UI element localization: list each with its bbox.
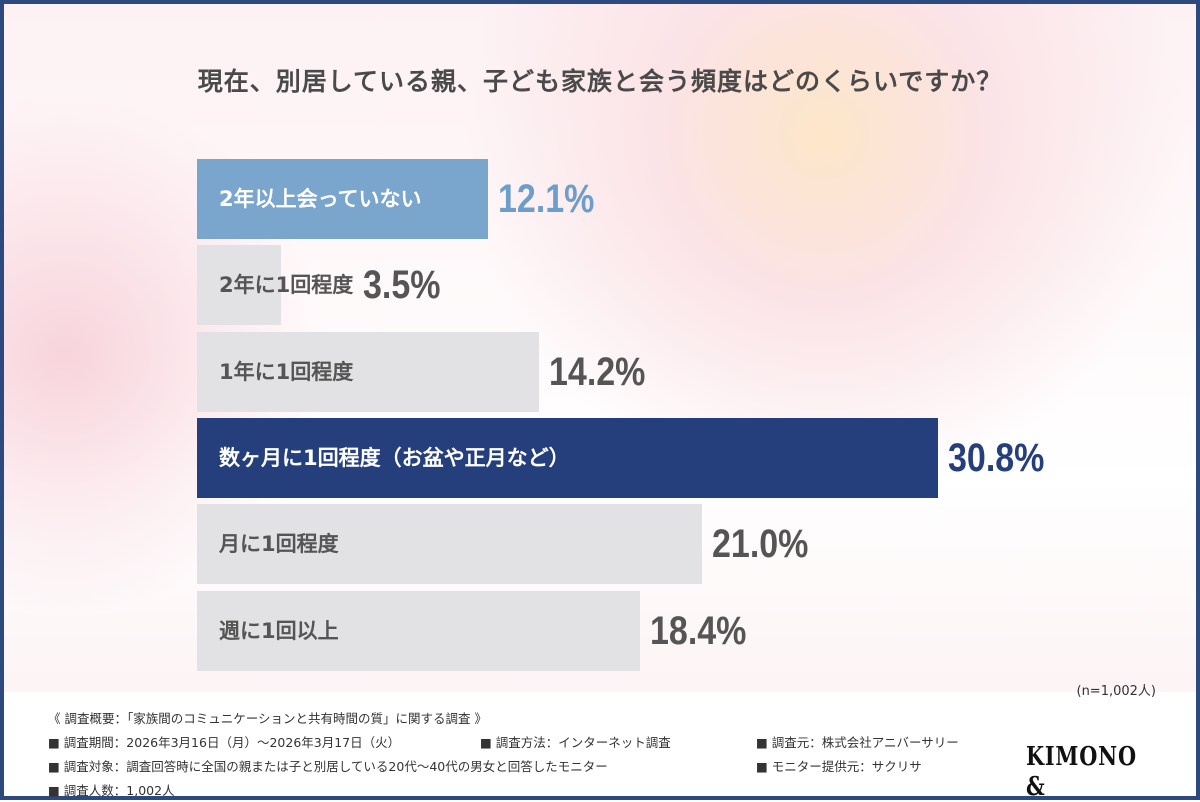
value-label: 12.1% bbox=[498, 177, 595, 221]
bar-label: 数ヶ月に1回程度（お盆や正月など） bbox=[219, 445, 570, 470]
bar-label: 週に1回以上 bbox=[219, 618, 339, 643]
sample-size: (n=1,002人) bbox=[1076, 684, 1157, 699]
value-label: 30.8% bbox=[948, 435, 1045, 480]
kimono-logo: KIMONO & bbox=[1026, 742, 1137, 802]
bar-label: 2年に1回程度 bbox=[219, 273, 354, 298]
survey-target: ■ 調査対象：調査回答時に全国の親または子と別居している20代～40代の男女と回… bbox=[48, 759, 608, 774]
survey-overview: 《 調査概要：「家族間のコミュニケーションと共有時間の質」に関する調査 》 bbox=[48, 711, 487, 726]
bar bbox=[197, 590, 640, 671]
value-label: 21.0% bbox=[712, 522, 809, 567]
bar-label: 2年以上会っていない bbox=[219, 187, 422, 211]
value-label: 14.2% bbox=[548, 349, 646, 394]
bar bbox=[197, 331, 539, 412]
survey-method: ■ 調査方法：インターネット調査 bbox=[480, 735, 671, 750]
bar bbox=[197, 417, 938, 498]
bar-label: 月に1回程度 bbox=[219, 532, 339, 557]
bar bbox=[197, 245, 282, 326]
value-label: 18.4% bbox=[649, 608, 747, 653]
survey-period: ■ 調査期間：2026年3月16日（月）～2026年3月17日（火） bbox=[48, 735, 401, 750]
survey-source: ■ 調査元：株式会社アニバーサリー bbox=[756, 735, 959, 750]
survey-footer bbox=[4, 692, 1196, 796]
bar bbox=[197, 504, 703, 585]
bar-label: 1年に1回程度 bbox=[219, 359, 354, 384]
bar bbox=[197, 159, 489, 239]
survey-count: ■ 調査人数：1,002人 bbox=[48, 783, 175, 798]
value-label: 3.5% bbox=[363, 263, 441, 308]
monitor-provider: ■ モニター提供元：サクリサ bbox=[756, 759, 922, 774]
chart-title: 現在、別居している親、子ども家族と会う頻度はどのくらいですか？ bbox=[197, 67, 1003, 96]
